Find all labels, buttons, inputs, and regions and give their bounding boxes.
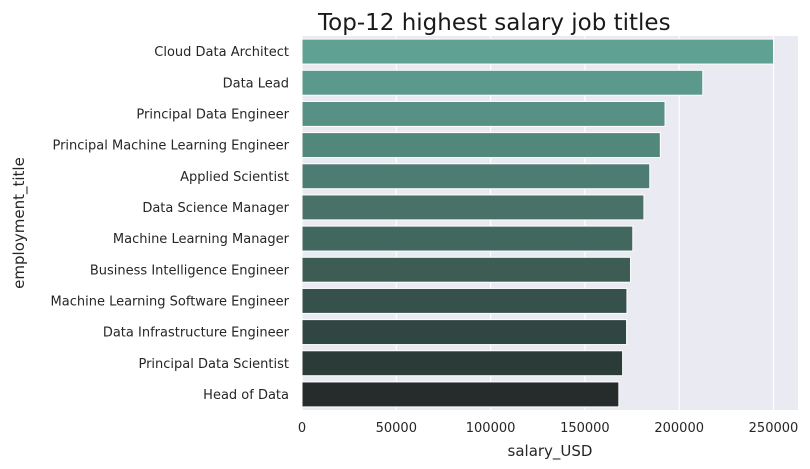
plot-background	[302, 36, 798, 410]
bar	[301, 38, 774, 65]
y-tick-label: Machine Learning Software Engineer	[51, 294, 290, 309]
x-tick-label: 0	[298, 421, 306, 436]
y-tick-label: Data Lead	[223, 76, 289, 91]
bar	[301, 256, 632, 283]
bar	[301, 287, 628, 314]
x-tick-label: 250000	[749, 421, 799, 436]
bar	[301, 132, 661, 159]
y-axis-label: employment_title	[10, 157, 29, 289]
bar	[301, 350, 624, 377]
x-tick-label: 50000	[376, 421, 417, 436]
bar	[301, 319, 628, 346]
x-tick-labels: 0 50000 100000 150000 200000 250000	[298, 421, 798, 436]
y-tick-label: Applied Scientist	[180, 170, 289, 185]
y-tick-labels: Cloud Data Architect Data Lead Principal D…	[51, 45, 290, 403]
bar	[301, 163, 651, 190]
y-tick-label: Data Infrastructure Engineer	[103, 326, 290, 341]
x-tick-label: 200000	[654, 421, 704, 436]
chart-title: Top-12 highest salary job titles	[317, 10, 671, 36]
y-tick-label: Cloud Data Architect	[154, 45, 289, 60]
x-tick-label: 150000	[560, 421, 610, 436]
y-tick-label: Head of Data	[203, 388, 289, 403]
bar	[301, 194, 645, 221]
x-axis-label: salary_USD	[508, 442, 593, 461]
bars-group	[301, 38, 774, 408]
y-tick-label: Principal Data Scientist	[138, 357, 289, 372]
bar	[301, 100, 666, 127]
bar	[301, 225, 634, 252]
x-tick-label: 100000	[466, 421, 516, 436]
bar	[301, 381, 620, 408]
y-tick-label: Principal Data Engineer	[136, 107, 289, 122]
y-tick-label: Principal Machine Learning Engineer	[52, 139, 289, 154]
y-tick-label: Business Intelligence Engineer	[90, 263, 290, 278]
gridlines	[301, 36, 775, 410]
bar	[301, 69, 704, 96]
y-tick-label: Machine Learning Manager	[113, 232, 290, 247]
y-tick-label: Data Science Manager	[142, 201, 289, 216]
